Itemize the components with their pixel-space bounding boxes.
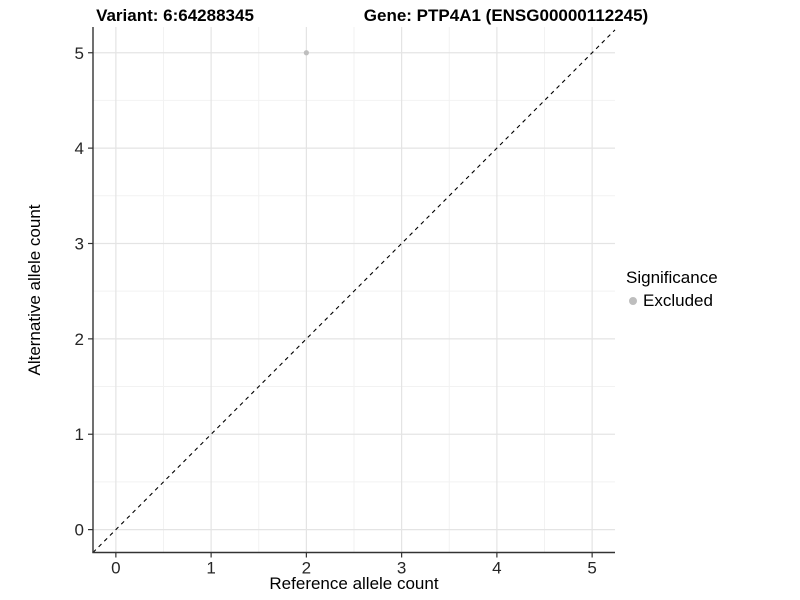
x-tick-label: 2 xyxy=(302,559,311,578)
legend-item-excluded: Excluded xyxy=(626,290,718,311)
y-tick-label: 5 xyxy=(75,44,84,63)
legend: Significance Excluded xyxy=(626,267,718,311)
plot-title-variant: Variant: 6:64288345 xyxy=(96,6,254,25)
data-point xyxy=(303,50,309,56)
y-tick-label: 2 xyxy=(75,330,84,349)
y-tick-label: 4 xyxy=(75,139,84,158)
x-tick-label: 3 xyxy=(397,559,406,578)
x-tick-label: 5 xyxy=(587,559,596,578)
legend-marker-excluded-icon xyxy=(629,296,637,305)
identity-dashed-line xyxy=(92,29,616,553)
y-tick-label: 1 xyxy=(75,425,84,444)
x-tick-label: 4 xyxy=(492,559,501,578)
x-tick-label: 0 xyxy=(111,559,120,578)
plot-title-gene: Gene: PTP4A1 (ENSG00000112245) xyxy=(363,6,649,25)
y-tick-label: 0 xyxy=(75,521,84,540)
legend-title: Significance xyxy=(626,268,718,287)
x-axis-title: Reference allele count xyxy=(269,574,439,593)
x-tick-label: 1 xyxy=(206,559,215,578)
y-tick-label: 3 xyxy=(75,234,84,253)
y-axis-title: Alternative allele count xyxy=(25,204,44,376)
legend-item-label: Excluded xyxy=(643,291,713,310)
